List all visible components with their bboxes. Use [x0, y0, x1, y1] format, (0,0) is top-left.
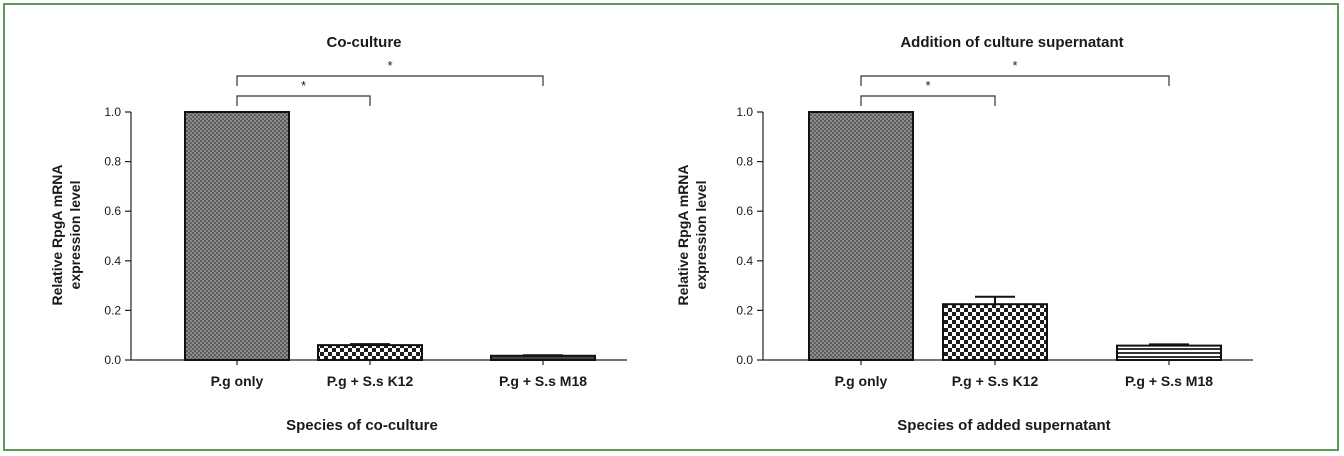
y-tick-label: 1.0 [104, 105, 121, 119]
y-tick-label: 0.2 [104, 303, 121, 317]
x-axis-label: Species of added supernatant [897, 417, 1110, 434]
y-axis-label-line-1: Relative RpgA mRNA [49, 164, 65, 305]
chart-title: Addition of culture supernatant [900, 34, 1123, 51]
y-tick-label: 0.8 [736, 155, 753, 169]
chart-supernatant: Addition of culture supernatant Relative… [675, 34, 1253, 434]
significance-star: * [301, 78, 306, 93]
significance-bracket [860, 75, 1170, 86]
x-tick-label: P.g + S.s M18 [1125, 373, 1213, 389]
y-axis-label-line-1: Relative RpgA mRNA [675, 164, 691, 305]
bar [490, 354, 596, 361]
x-tick-label: P.g + S.s M18 [499, 373, 587, 389]
y-tick-label: 1.0 [736, 105, 753, 119]
y-tick-label: 0.6 [736, 204, 753, 218]
significance-star: * [925, 78, 930, 93]
y-tick-label: 0.6 [104, 204, 121, 218]
y-tick-label: 0.2 [736, 303, 753, 317]
y-tick-label: 0.0 [736, 353, 753, 367]
significance-bracket [860, 95, 996, 106]
y-tick-label: 0.8 [104, 155, 121, 169]
y-tick-label: 0.4 [736, 254, 753, 268]
x-tick-label: P.g only [211, 373, 264, 389]
bar [184, 111, 290, 361]
x-tick-label: P.g only [835, 373, 888, 389]
bar [317, 344, 423, 361]
chart-co-culture: Co-culture Relative RpgA mRNA expression… [49, 34, 627, 434]
significance-bracket [236, 75, 544, 86]
bar [942, 303, 1048, 362]
significance-star: * [387, 58, 392, 73]
significance-star: * [1012, 58, 1017, 73]
y-axis-label-line-2: expression level [693, 181, 709, 290]
x-tick-label: P.g + S.s K12 [952, 373, 1039, 389]
significance-bracket [236, 95, 371, 106]
y-axis-label-line-2: expression level [67, 181, 83, 290]
chart-title: Co-culture [327, 34, 402, 51]
y-tick-label: 0.0 [104, 353, 121, 367]
x-axis-label: Species of co-culture [286, 417, 438, 434]
y-tick-label: 0.4 [104, 254, 121, 268]
x-tick-label: P.g + S.s K12 [327, 373, 414, 389]
bar [1116, 344, 1222, 361]
bar [808, 111, 914, 361]
